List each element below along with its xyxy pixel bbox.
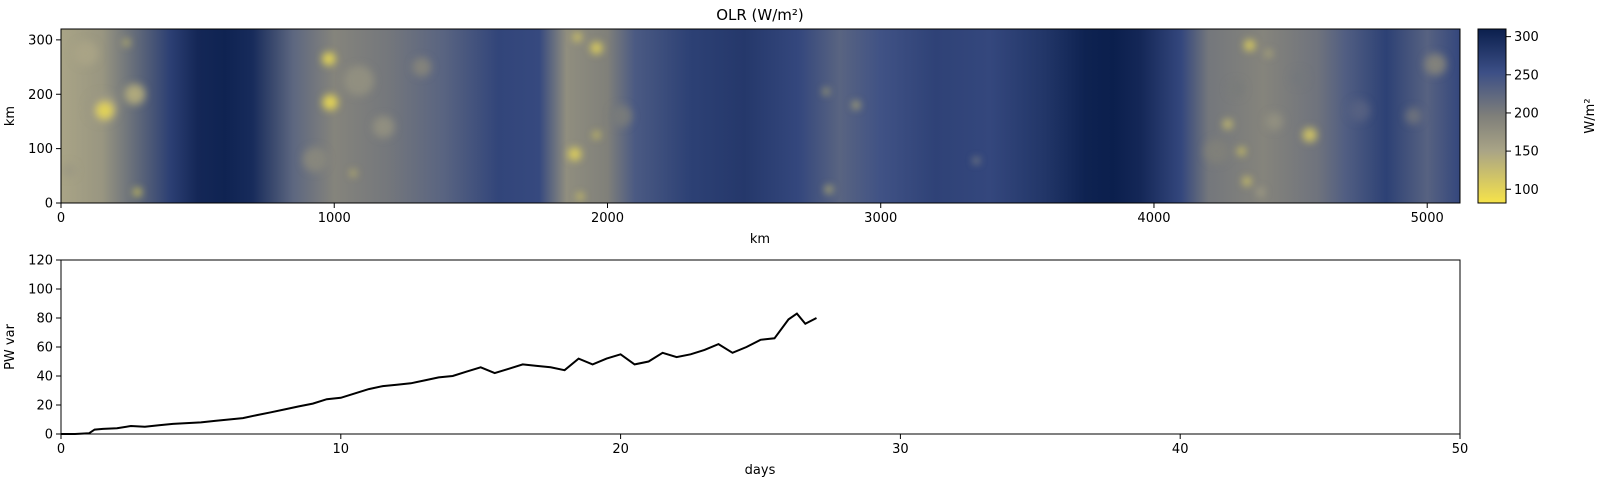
- convective-cell: [343, 65, 374, 96]
- convective-cell: [1242, 176, 1252, 186]
- convective-cell: [852, 101, 860, 109]
- convective-cell: [95, 101, 114, 120]
- x-tick-label: 1000: [318, 211, 351, 226]
- convective-cell: [73, 41, 98, 66]
- convective-cell: [1227, 80, 1245, 98]
- convective-cell: [1265, 112, 1283, 131]
- convective-cells: [62, 32, 1447, 200]
- colorbar-tick-label: 200: [1514, 106, 1539, 121]
- line-y-axis-label: PW var: [3, 323, 18, 369]
- y-tick-label: 100: [28, 142, 53, 157]
- y-tick-label: 120: [28, 254, 53, 269]
- convective-cell: [1244, 39, 1256, 51]
- convective-cell: [610, 105, 633, 127]
- line-x-ticks: 0 10 20 30 40 50: [57, 434, 1468, 457]
- convective-cell: [350, 170, 357, 177]
- x-tick-label: 20: [612, 442, 629, 457]
- convective-cell: [1302, 127, 1317, 143]
- convective-cell: [322, 94, 338, 111]
- convective-cell: [1222, 119, 1233, 130]
- colorbar-tick-label: 150: [1514, 145, 1539, 160]
- convective-cell: [1424, 53, 1447, 76]
- convective-cell: [1256, 188, 1265, 196]
- x-tick-label: 30: [892, 442, 909, 457]
- line-y-ticks: 0 20 40 60 80 100 120: [28, 254, 61, 443]
- convective-cell: [62, 163, 77, 178]
- convective-cell: [372, 115, 395, 138]
- colorbar-tick-label: 100: [1514, 183, 1539, 198]
- heatmap-x-ticks: 0 1000 2000 3000 4000 5000: [57, 203, 1444, 226]
- x-tick-label: 3000: [864, 211, 897, 226]
- convective-cell: [590, 42, 603, 55]
- x-tick-label: 4000: [1137, 211, 1170, 226]
- heatmap-plot-area: [61, 29, 1460, 203]
- y-tick-label: 200: [28, 88, 53, 103]
- convective-cell: [1291, 70, 1307, 86]
- convective-cell: [1204, 139, 1230, 164]
- colorbar-tick-label: 250: [1514, 68, 1539, 83]
- convective-cell: [1347, 99, 1370, 122]
- x-tick-label: 0: [57, 211, 65, 226]
- olr-heatmap-panel: OLR (W/m²) 0 1000 2000 3000 4000 5000 0 100 200…: [3, 6, 1598, 247]
- convective-cell: [1237, 147, 1246, 156]
- y-tick-label: 300: [28, 33, 53, 48]
- line-plot-frame: [60, 259, 1461, 435]
- convective-cell: [973, 157, 980, 164]
- heatmap-title: OLR (W/m²): [716, 6, 804, 24]
- convective-cell: [123, 39, 130, 46]
- heatmap-background: [61, 29, 1460, 203]
- x-tick-label: 40: [1172, 442, 1189, 457]
- x-tick-label: 5000: [1411, 211, 1444, 226]
- y-tick-label: 0: [45, 197, 53, 212]
- heatmap-x-axis-label: km: [750, 232, 770, 247]
- convective-cell: [824, 185, 833, 194]
- line-x-axis-label: days: [745, 463, 776, 478]
- colorbar-tick-label: 300: [1514, 30, 1539, 45]
- convective-cell: [576, 193, 584, 200]
- colorbar-gradient: [1477, 28, 1507, 204]
- pw-var-series-line: [61, 312, 817, 435]
- y-tick-label: 80: [36, 312, 53, 327]
- y-tick-label: 60: [36, 341, 53, 356]
- heatmap-frame: [60, 28, 1461, 204]
- y-tick-label: 100: [28, 283, 53, 298]
- convective-cell: [1265, 50, 1273, 57]
- y-tick-label: 40: [36, 370, 53, 385]
- convective-cell: [1405, 107, 1422, 125]
- colorbar-ticks: 100 150 200 250 300: [1506, 30, 1539, 198]
- convective-cell: [568, 147, 582, 161]
- convective-cell: [133, 188, 142, 196]
- y-tick-label: 0: [45, 428, 53, 443]
- convective-cell: [573, 32, 582, 42]
- convective-cell: [302, 147, 328, 172]
- convective-cell: [124, 83, 146, 105]
- convective-cell: [823, 88, 830, 95]
- pw-var-line-panel: 0 10 20 30 40 50 0 20 40 60 80 100 120 days PW var: [3, 254, 1468, 479]
- convective-cell: [412, 57, 432, 77]
- heatmap-y-ticks: 0 100 200 300: [28, 33, 61, 212]
- heatmap-y-axis-label: km: [3, 106, 18, 126]
- x-tick-label: 10: [333, 442, 350, 457]
- convective-cell: [322, 52, 336, 66]
- x-tick-label: 50: [1452, 442, 1469, 457]
- y-tick-label: 20: [36, 399, 53, 414]
- convective-cell: [593, 131, 600, 139]
- x-tick-label: 0: [57, 442, 65, 457]
- colorbar: 100 150 200 250 300 W/m²: [1477, 28, 1598, 204]
- colorbar-label: W/m²: [1583, 98, 1598, 133]
- x-tick-label: 2000: [591, 211, 624, 226]
